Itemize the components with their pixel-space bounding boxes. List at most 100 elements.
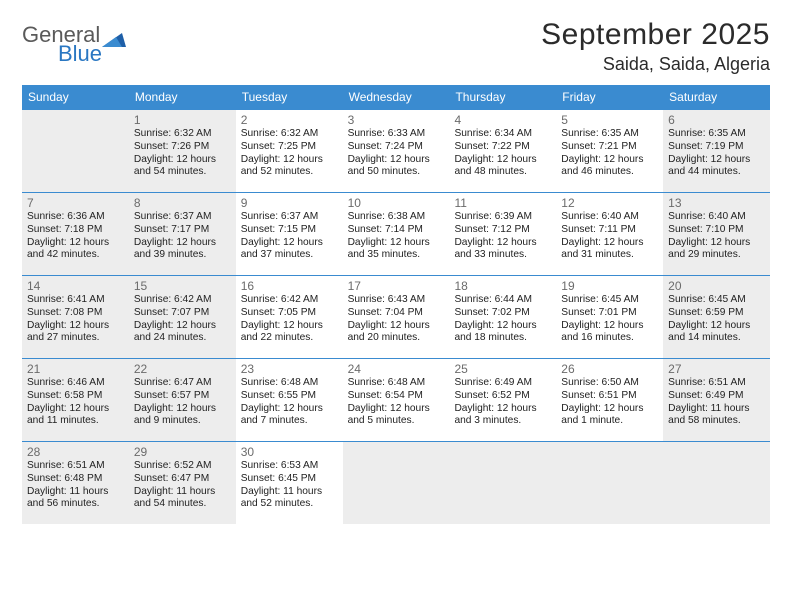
d2-line: and 16 minutes. (561, 332, 658, 345)
d1-line: Daylight: 12 hours (348, 320, 445, 333)
d2-line: and 7 minutes. (241, 415, 338, 428)
sunrise-line: Sunrise: 6:32 AM (134, 128, 231, 141)
d2-line: and 9 minutes. (134, 415, 231, 428)
d2-line: and 35 minutes. (348, 249, 445, 262)
d2-line: and 5 minutes. (348, 415, 445, 428)
day-cell: 4Sunrise: 6:34 AMSunset: 7:22 PMDaylight… (449, 110, 556, 192)
sunset-line: Sunset: 7:22 PM (454, 141, 551, 154)
d1-line: Daylight: 12 hours (134, 403, 231, 416)
sunset-line: Sunset: 7:07 PM (134, 307, 231, 320)
sunrise-line: Sunrise: 6:33 AM (348, 128, 445, 141)
day-cell: 18Sunrise: 6:44 AMSunset: 7:02 PMDayligh… (449, 276, 556, 358)
sunset-line: Sunset: 7:01 PM (561, 307, 658, 320)
day-number: 21 (27, 362, 124, 376)
logo-sail-icon (102, 33, 126, 49)
header-row: General Blue September 2025 Saida, Saida… (22, 18, 770, 75)
d2-line: and 46 minutes. (561, 166, 658, 179)
day-cell: 19Sunrise: 6:45 AMSunset: 7:01 PMDayligh… (556, 276, 663, 358)
sunset-line: Sunset: 6:51 PM (561, 390, 658, 403)
sunset-line: Sunset: 7:17 PM (134, 224, 231, 237)
sunrise-line: Sunrise: 6:40 AM (668, 211, 765, 224)
day-number: 9 (241, 196, 338, 210)
sunset-line: Sunset: 6:52 PM (454, 390, 551, 403)
d1-line: Daylight: 12 hours (27, 403, 124, 416)
d1-line: Daylight: 12 hours (134, 320, 231, 333)
day-number: 23 (241, 362, 338, 376)
calendar-grid: SundayMondayTuesdayWednesdayThursdayFrid… (22, 85, 770, 524)
d2-line: and 31 minutes. (561, 249, 658, 262)
day-cell: 2Sunrise: 6:32 AMSunset: 7:25 PMDaylight… (236, 110, 343, 192)
sunrise-line: Sunrise: 6:35 AM (668, 128, 765, 141)
d2-line: and 56 minutes. (27, 498, 124, 511)
d1-line: Daylight: 12 hours (241, 237, 338, 250)
d1-line: Daylight: 12 hours (561, 403, 658, 416)
d2-line: and 1 minute. (561, 415, 658, 428)
week-row: 7Sunrise: 6:36 AMSunset: 7:18 PMDaylight… (22, 193, 770, 276)
sunset-line: Sunset: 7:24 PM (348, 141, 445, 154)
sunset-line: Sunset: 6:45 PM (241, 473, 338, 486)
d1-line: Daylight: 12 hours (454, 403, 551, 416)
day-cell: 29Sunrise: 6:52 AMSunset: 6:47 PMDayligh… (129, 442, 236, 524)
day-cell: 13Sunrise: 6:40 AMSunset: 7:10 PMDayligh… (663, 193, 770, 275)
sunset-line: Sunset: 7:05 PM (241, 307, 338, 320)
day-number: 11 (454, 196, 551, 210)
logo-blue: Blue (58, 41, 102, 66)
sunset-line: Sunset: 6:48 PM (27, 473, 124, 486)
d2-line: and 37 minutes. (241, 249, 338, 262)
sunset-line: Sunset: 7:12 PM (454, 224, 551, 237)
d2-line: and 52 minutes. (241, 166, 338, 179)
dow-sunday: Sunday (22, 85, 129, 110)
day-number: 12 (561, 196, 658, 210)
d2-line: and 33 minutes. (454, 249, 551, 262)
day-cell: 28Sunrise: 6:51 AMSunset: 6:48 PMDayligh… (22, 442, 129, 524)
sunrise-line: Sunrise: 6:42 AM (134, 294, 231, 307)
sunset-line: Sunset: 6:58 PM (27, 390, 124, 403)
day-cell: 7Sunrise: 6:36 AMSunset: 7:18 PMDaylight… (22, 193, 129, 275)
empty-cell (343, 442, 450, 524)
d1-line: Daylight: 11 hours (241, 486, 338, 499)
sunset-line: Sunset: 6:49 PM (668, 390, 765, 403)
d2-line: and 11 minutes. (27, 415, 124, 428)
day-number: 6 (668, 113, 765, 127)
d1-line: Daylight: 12 hours (27, 237, 124, 250)
sunset-line: Sunset: 7:08 PM (27, 307, 124, 320)
sunrise-line: Sunrise: 6:37 AM (241, 211, 338, 224)
logo: General Blue (22, 18, 126, 70)
sunset-line: Sunset: 6:59 PM (668, 307, 765, 320)
day-cell: 3Sunrise: 6:33 AMSunset: 7:24 PMDaylight… (343, 110, 450, 192)
empty-cell (663, 442, 770, 524)
sunset-line: Sunset: 7:19 PM (668, 141, 765, 154)
d2-line: and 44 minutes. (668, 166, 765, 179)
d2-line: and 20 minutes. (348, 332, 445, 345)
day-number: 7 (27, 196, 124, 210)
sunset-line: Sunset: 7:02 PM (454, 307, 551, 320)
day-cell: 26Sunrise: 6:50 AMSunset: 6:51 PMDayligh… (556, 359, 663, 441)
sunrise-line: Sunrise: 6:32 AM (241, 128, 338, 141)
d1-line: Daylight: 12 hours (241, 320, 338, 333)
day-cell: 14Sunrise: 6:41 AMSunset: 7:08 PMDayligh… (22, 276, 129, 358)
d2-line: and 54 minutes. (134, 498, 231, 511)
sunrise-line: Sunrise: 6:43 AM (348, 294, 445, 307)
sunrise-line: Sunrise: 6:35 AM (561, 128, 658, 141)
day-cell: 16Sunrise: 6:42 AMSunset: 7:05 PMDayligh… (236, 276, 343, 358)
sunset-line: Sunset: 7:25 PM (241, 141, 338, 154)
d1-line: Daylight: 12 hours (668, 320, 765, 333)
sunset-line: Sunset: 7:04 PM (348, 307, 445, 320)
dow-wednesday: Wednesday (343, 85, 450, 110)
day-cell: 10Sunrise: 6:38 AMSunset: 7:14 PMDayligh… (343, 193, 450, 275)
day-number: 5 (561, 113, 658, 127)
d1-line: Daylight: 12 hours (241, 403, 338, 416)
d2-line: and 58 minutes. (668, 415, 765, 428)
week-row: 1Sunrise: 6:32 AMSunset: 7:26 PMDaylight… (22, 110, 770, 193)
d1-line: Daylight: 12 hours (454, 237, 551, 250)
d2-line: and 54 minutes. (134, 166, 231, 179)
empty-cell (449, 442, 556, 524)
day-number: 14 (27, 279, 124, 293)
day-number: 30 (241, 445, 338, 459)
day-cell: 11Sunrise: 6:39 AMSunset: 7:12 PMDayligh… (449, 193, 556, 275)
d2-line: and 39 minutes. (134, 249, 231, 262)
day-number: 2 (241, 113, 338, 127)
day-number: 10 (348, 196, 445, 210)
location-label: Saida, Saida, Algeria (541, 54, 770, 75)
sunrise-line: Sunrise: 6:51 AM (27, 460, 124, 473)
